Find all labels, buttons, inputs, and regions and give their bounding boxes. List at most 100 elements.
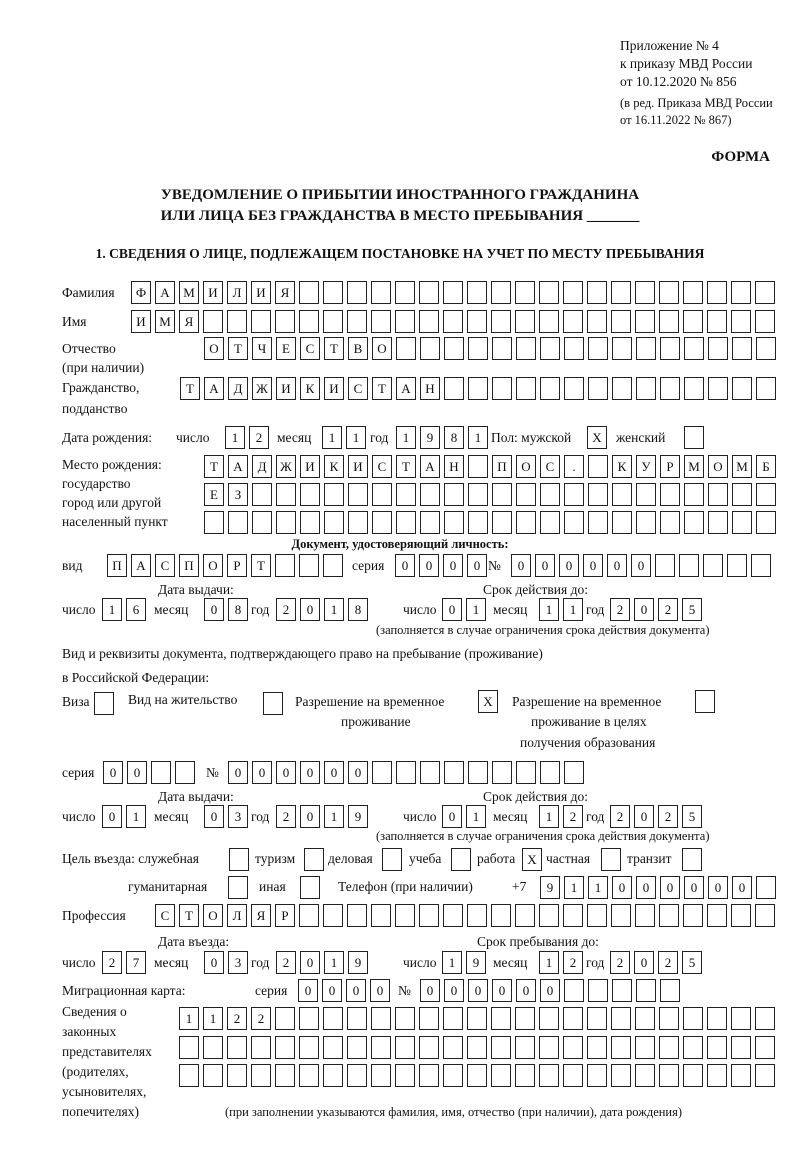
char-box[interactable] xyxy=(731,1064,751,1087)
char-box[interactable] xyxy=(708,511,728,534)
char-box[interactable] xyxy=(419,904,439,927)
char-box[interactable]: 1 xyxy=(466,598,486,621)
char-box[interactable]: Ж xyxy=(252,377,272,400)
char-box[interactable] xyxy=(444,483,464,506)
char-box[interactable] xyxy=(420,337,440,360)
char-box[interactable] xyxy=(731,1007,751,1030)
char-box[interactable] xyxy=(751,554,771,577)
checkbox-cell[interactable] xyxy=(228,876,248,899)
char-box[interactable]: Т xyxy=(396,455,416,478)
char-box[interactable] xyxy=(372,511,392,534)
char-box[interactable] xyxy=(684,377,704,400)
char-box[interactable]: 8 xyxy=(348,598,368,621)
char-box[interactable]: Е xyxy=(276,337,296,360)
char-box[interactable] xyxy=(300,483,320,506)
char-box[interactable]: 0 xyxy=(442,598,462,621)
char-box[interactable]: С xyxy=(155,554,175,577)
char-box[interactable]: 2 xyxy=(658,598,678,621)
char-box[interactable]: Л xyxy=(227,281,247,304)
char-box[interactable] xyxy=(419,1036,439,1059)
char-box[interactable] xyxy=(468,761,488,784)
char-box[interactable]: 0 xyxy=(442,805,462,828)
char-box[interactable] xyxy=(468,511,488,534)
char-box[interactable]: М xyxy=(684,455,704,478)
char-box[interactable]: 2 xyxy=(658,951,678,974)
char-box[interactable] xyxy=(660,377,680,400)
char-box[interactable] xyxy=(252,483,272,506)
char-box[interactable] xyxy=(564,337,584,360)
char-box[interactable]: 2 xyxy=(610,951,630,974)
char-box[interactable] xyxy=(443,904,463,927)
char-box[interactable] xyxy=(612,377,632,400)
char-box[interactable] xyxy=(707,1036,727,1059)
char-box[interactable] xyxy=(683,281,703,304)
char-box[interactable] xyxy=(396,511,416,534)
char-box[interactable]: 7 xyxy=(126,951,146,974)
char-box[interactable] xyxy=(323,1007,343,1030)
char-box[interactable] xyxy=(491,310,511,333)
char-box[interactable] xyxy=(491,1064,511,1087)
char-box[interactable]: Т xyxy=(204,455,224,478)
char-box[interactable] xyxy=(588,511,608,534)
char-box[interactable] xyxy=(467,310,487,333)
char-box[interactable]: 0 xyxy=(276,761,296,784)
char-box[interactable] xyxy=(516,483,536,506)
char-box[interactable] xyxy=(371,310,391,333)
char-box[interactable] xyxy=(395,1064,415,1087)
char-box[interactable]: Н xyxy=(444,455,464,478)
char-box[interactable]: И xyxy=(131,310,151,333)
char-box[interactable]: 9 xyxy=(348,951,368,974)
char-box[interactable] xyxy=(659,1007,679,1030)
char-box[interactable] xyxy=(755,904,775,927)
char-box[interactable] xyxy=(467,1064,487,1087)
char-box[interactable] xyxy=(299,281,319,304)
char-box[interactable]: 0 xyxy=(370,979,390,1002)
char-box[interactable] xyxy=(491,1036,511,1059)
char-box[interactable] xyxy=(587,1064,607,1087)
char-box[interactable]: Я xyxy=(251,904,271,927)
char-box[interactable] xyxy=(635,1036,655,1059)
char-box[interactable]: И xyxy=(251,281,271,304)
char-box[interactable]: С xyxy=(348,377,368,400)
char-box[interactable]: 2 xyxy=(658,805,678,828)
char-box[interactable]: 1 xyxy=(102,598,122,621)
char-box[interactable]: 1 xyxy=(225,426,245,449)
char-box[interactable] xyxy=(420,761,440,784)
char-box[interactable] xyxy=(539,310,559,333)
char-box[interactable]: С xyxy=(300,337,320,360)
char-box[interactable]: 0 xyxy=(204,598,224,621)
char-box[interactable] xyxy=(587,1007,607,1030)
char-box[interactable]: М xyxy=(179,281,199,304)
char-box[interactable] xyxy=(347,904,367,927)
char-box[interactable] xyxy=(492,761,512,784)
char-box[interactable] xyxy=(468,337,488,360)
char-box[interactable] xyxy=(396,337,416,360)
char-box[interactable] xyxy=(636,511,656,534)
char-box[interactable] xyxy=(467,281,487,304)
checkbox-cell[interactable] xyxy=(382,848,402,871)
char-box[interactable]: С xyxy=(540,455,560,478)
char-box[interactable] xyxy=(324,511,344,534)
char-box[interactable] xyxy=(151,761,171,784)
char-box[interactable]: К xyxy=(324,455,344,478)
char-box[interactable] xyxy=(252,511,272,534)
char-box[interactable] xyxy=(347,1007,367,1030)
char-box[interactable] xyxy=(611,904,631,927)
char-box[interactable] xyxy=(515,1064,535,1087)
char-box[interactable] xyxy=(419,281,439,304)
char-box[interactable] xyxy=(611,281,631,304)
char-box[interactable] xyxy=(371,904,391,927)
char-box[interactable] xyxy=(468,377,488,400)
char-box[interactable] xyxy=(563,310,583,333)
checkbox-cell[interactable] xyxy=(304,848,324,871)
char-box[interactable]: 0 xyxy=(732,876,752,899)
char-box[interactable] xyxy=(612,979,632,1002)
char-box[interactable]: 2 xyxy=(563,951,583,974)
char-box[interactable]: Б xyxy=(756,455,776,478)
char-box[interactable] xyxy=(659,904,679,927)
char-box[interactable]: Т xyxy=(251,554,271,577)
char-box[interactable] xyxy=(443,1007,463,1030)
char-box[interactable] xyxy=(467,1007,487,1030)
char-box[interactable] xyxy=(636,337,656,360)
char-box[interactable]: 0 xyxy=(540,979,560,1002)
